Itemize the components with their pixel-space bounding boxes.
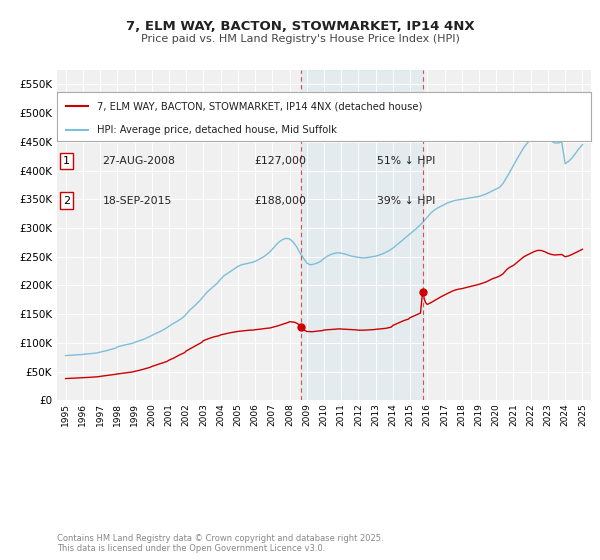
Text: HPI: Average price, detached house, Mid Suffolk: HPI: Average price, detached house, Mid … [97, 125, 337, 136]
Text: 1: 1 [298, 119, 304, 129]
Text: 7, ELM WAY, BACTON, STOWMARKET, IP14 4NX (detached house): 7, ELM WAY, BACTON, STOWMARKET, IP14 4NX… [97, 101, 422, 111]
Text: 2: 2 [63, 195, 70, 206]
Text: Price paid vs. HM Land Registry's House Price Index (HPI): Price paid vs. HM Land Registry's House … [140, 34, 460, 44]
Text: 51% ↓ HPI: 51% ↓ HPI [377, 156, 436, 166]
Text: 18-SEP-2015: 18-SEP-2015 [103, 195, 172, 206]
Text: 27-AUG-2008: 27-AUG-2008 [103, 156, 175, 166]
Text: £188,000: £188,000 [254, 195, 307, 206]
Text: 7, ELM WAY, BACTON, STOWMARKET, IP14 4NX: 7, ELM WAY, BACTON, STOWMARKET, IP14 4NX [125, 20, 475, 32]
Bar [301, 70, 422, 400]
Text: 2: 2 [419, 119, 426, 129]
Text: 1: 1 [63, 156, 70, 166]
Text: £127,000: £127,000 [254, 156, 307, 166]
Text: Contains HM Land Registry data © Crown copyright and database right 2025.
This d: Contains HM Land Registry data © Crown c… [57, 534, 383, 553]
Text: 39% ↓ HPI: 39% ↓ HPI [377, 195, 436, 206]
